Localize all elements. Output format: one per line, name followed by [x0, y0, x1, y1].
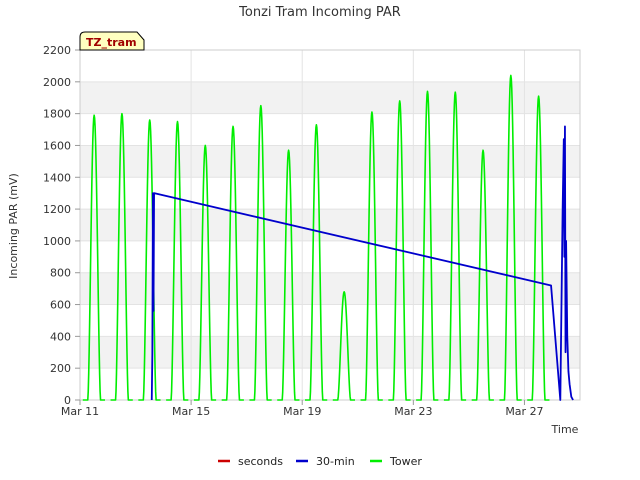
y-tick-label: 1800: [43, 108, 71, 121]
chart-title: Tonzi Tram Incoming PAR: [238, 5, 401, 20]
background-band: [80, 336, 580, 369]
legend: seconds 30-min Tower: [218, 455, 422, 468]
y-axis-ticks: 0 200 400 600 800 1000 1200 1400 1600 1800 2000 220…: [43, 44, 80, 407]
x-axis-title: Time: [551, 423, 579, 436]
y-tick-label: 600: [50, 299, 71, 312]
background-band: [80, 209, 580, 241]
plot-background-bands: [80, 81, 580, 369]
x-tick-label: Mar 19: [283, 405, 321, 418]
tower-day-curve: [388, 100, 411, 401]
y-tick-label: 1400: [43, 171, 71, 184]
background-band: [80, 145, 580, 178]
tower-day-curve: [110, 112, 133, 401]
tower-day-curve: [499, 74, 522, 401]
tower-day-curve: [305, 123, 328, 401]
legend-label: seconds: [238, 455, 283, 468]
legend-label: Tower: [389, 455, 422, 468]
tower-day-curve: [443, 91, 467, 401]
thirty-min-line: [150, 125, 574, 401]
tower-day-curve: [221, 125, 244, 401]
site-tag-box: [79, 31, 145, 51]
tower-day-curve: [193, 144, 217, 401]
y-tick-label: 0: [64, 394, 71, 407]
x-axis-ticks: Mar 11 Mar 15 Mar 19 Mar 23 Mar 27: [61, 400, 544, 418]
tower-day-curve: [277, 149, 300, 401]
plot-frame: [79, 49, 581, 401]
tower-day-curve: [527, 95, 550, 401]
site-tag-label: TZ_tram: [86, 36, 137, 49]
x-tick-label: Mar 23: [394, 405, 432, 418]
x-tick-label: Mar 11: [61, 405, 99, 418]
y-tick-label: 200: [50, 362, 71, 375]
site-tag: TZ_tram: [79, 31, 145, 51]
y-axis-title: Incoming PAR (mV): [7, 173, 20, 279]
background-band: [80, 81, 580, 114]
y-tick-label: 1000: [43, 235, 71, 248]
y-tick-label: 2200: [43, 44, 71, 57]
y-tick-label: 1200: [43, 203, 71, 216]
tower-day-curve: [416, 90, 439, 401]
y-tick-label: 2000: [43, 76, 71, 89]
x-tick-label: Mar 27: [505, 405, 543, 418]
tower-day-curve: [471, 149, 494, 401]
y-tick-label: 1600: [43, 139, 71, 152]
tower-day-curve: [332, 291, 355, 401]
tower-day-curve: [249, 104, 272, 401]
series-layer: [82, 74, 574, 401]
y-tick-label: 400: [50, 330, 71, 343]
legend-label: 30-min: [316, 455, 355, 468]
tower-day-curve: [82, 114, 105, 401]
x-tick-label: Mar 15: [172, 405, 210, 418]
background-band: [80, 272, 580, 305]
tower-day-curve: [360, 111, 383, 401]
tower-day-curve: [138, 119, 161, 401]
y-tick-label: 800: [50, 267, 71, 280]
tower-day-curve: [166, 120, 189, 401]
